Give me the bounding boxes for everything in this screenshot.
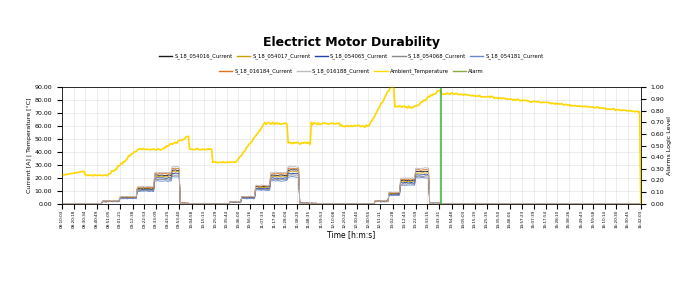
Legend: S_18_016184_Current, S_18_016188_Current, Ambient_Temperature, Alarm: S_18_016184_Current, S_18_016188_Current… [217, 67, 486, 77]
Title: Electrict Motor Durability: Electrict Motor Durability [263, 36, 440, 49]
Y-axis label: Current [A] | Temperature [°C]: Current [A] | Temperature [°C] [26, 98, 32, 193]
X-axis label: Time [h:m:s]: Time [h:m:s] [327, 230, 376, 239]
Y-axis label: Alarms Logic Level: Alarms Logic Level [667, 116, 672, 175]
